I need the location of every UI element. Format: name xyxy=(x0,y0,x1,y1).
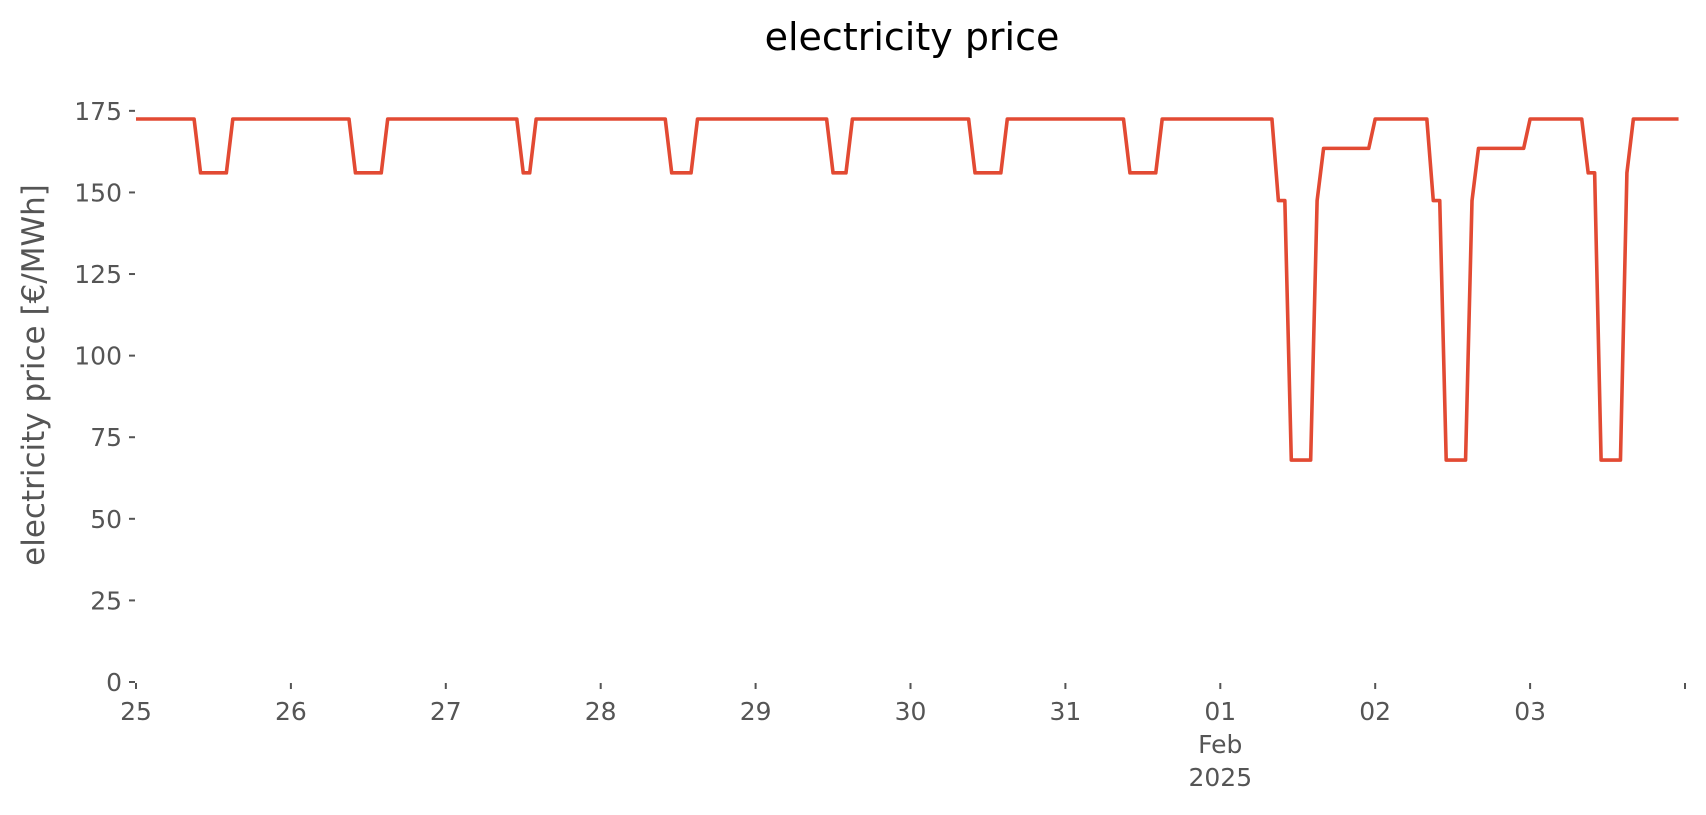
x-axis: 25 26 27 28 29 30 31 01 Feb 2025 02 03 xyxy=(120,683,1686,792)
plot-area xyxy=(136,117,1679,462)
x-tick-label: 30 xyxy=(895,697,927,726)
x-tick-label: 31 xyxy=(1049,697,1081,726)
y-axis: 0 25 50 75 100 125 150 175 xyxy=(74,97,135,697)
x-tick-label: 03 xyxy=(1514,697,1546,726)
y-tick-label: 125 xyxy=(74,260,122,289)
x-tick-label: 25 xyxy=(120,697,152,726)
x-tick-label: 02 xyxy=(1359,697,1391,726)
y-tick-label: 25 xyxy=(90,586,122,615)
x-tick-label: 01 xyxy=(1204,697,1236,726)
x-tick-label: 27 xyxy=(430,697,462,726)
y-tick-label: 50 xyxy=(90,505,122,534)
x-tick-label: 29 xyxy=(740,697,772,726)
x-tick-label: Feb xyxy=(1198,730,1242,759)
y-tick-label: 100 xyxy=(74,342,122,371)
x-tick-label: 26 xyxy=(275,697,307,726)
y-axis-label: electricity price [€/MWh] xyxy=(16,184,52,566)
y-tick-label: 175 xyxy=(74,97,122,126)
chart-title: electricity price xyxy=(765,15,1060,59)
y-tick-label: 0 xyxy=(106,668,122,697)
y-tick-label: 75 xyxy=(90,423,122,452)
series-line-0 xyxy=(136,117,1679,462)
y-tick-label: 150 xyxy=(74,178,122,207)
x-tick-label: 2025 xyxy=(1188,763,1252,792)
x-tick-label: 28 xyxy=(585,697,617,726)
